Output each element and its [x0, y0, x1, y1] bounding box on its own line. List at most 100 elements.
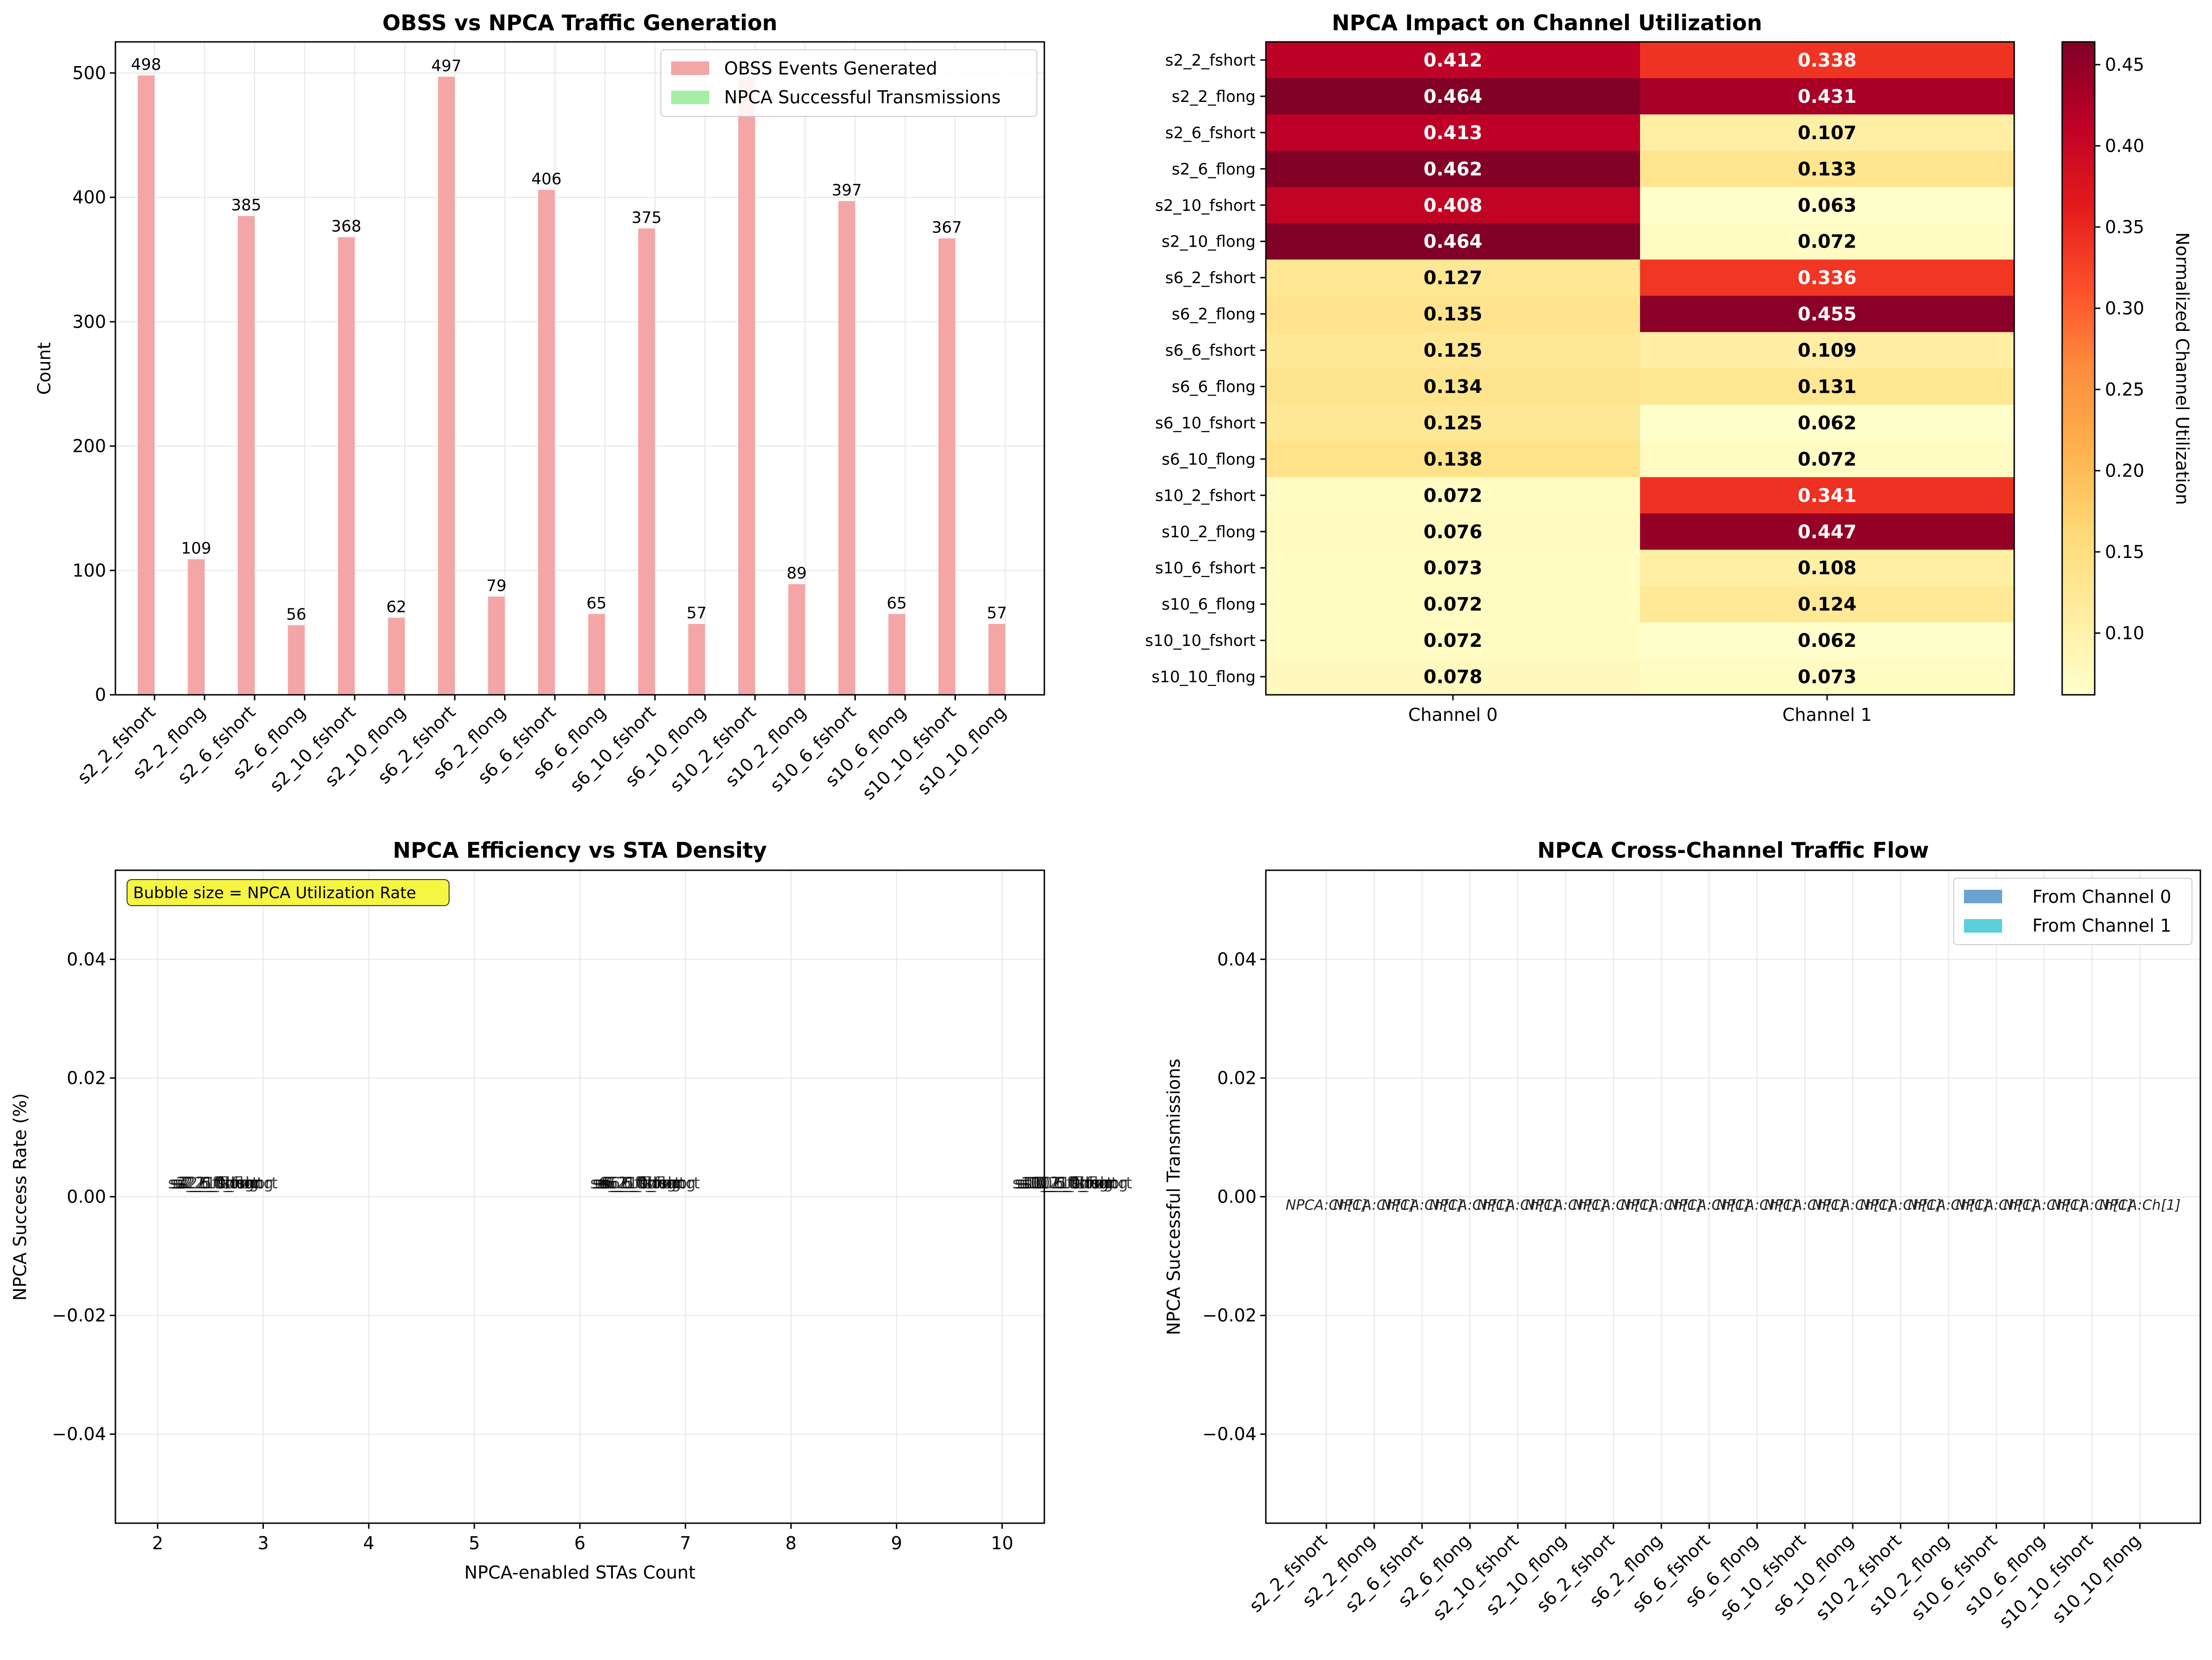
heatmap-cell	[1266, 404, 1641, 441]
bar-annotation: NPCA:Ch[1]	[1285, 1197, 1367, 1214]
heatmap-cell	[1266, 659, 1641, 695]
heatmap-row-label: s2_2_flong	[1172, 87, 1256, 106]
heatmap-cell-value: 0.078	[1424, 666, 1483, 688]
heatmap-cell	[1640, 586, 2015, 623]
panel1-y-ticks: 0 100 200 300 400 500	[72, 63, 115, 705]
panel1-legend-box	[660, 49, 1037, 117]
heatmap-cell-value: 0.135	[1424, 304, 1483, 325]
colorbar-tick-label: 0.45	[2105, 54, 2145, 75]
heatmap-cell	[1640, 114, 2015, 151]
panel3-grid	[115, 870, 1044, 1523]
heatmap-row-label: s10_2_fshort	[1155, 486, 1256, 505]
panel3-y-ticks: 0.04 0.02 0.00 −0.02 −0.04	[52, 949, 115, 1445]
panel3-point-labels: s2_2_fshorts2_2_flongs2_6_fshorts2_6_flo…	[168, 1174, 1132, 1193]
heatmap-cell-value: 0.072	[1798, 231, 1857, 253]
heatmap-row-label: s2_6_fshort	[1165, 124, 1256, 142]
heatmap-cells: 0.412 0.338 0.464 0.431 0.413 0.107 0.462 0.133…	[1266, 42, 2015, 695]
point-label: s6_10_flong	[602, 1174, 696, 1193]
panel4-y-tick-label: 0.00	[1217, 1187, 1257, 1207]
panel1-y-axis-label: Count	[34, 343, 54, 395]
point-label: s2_6_fshort	[173, 1174, 263, 1193]
point-label: s10_6_fshort	[1017, 1174, 1117, 1193]
heatmap-cell	[1640, 187, 2015, 224]
obss-bar	[438, 76, 455, 695]
colorbar-tick-label: 0.25	[2105, 379, 2145, 400]
heatmap-row-label: s10_10_fshort	[1145, 632, 1256, 650]
point-label: s10_6_flong	[1019, 1174, 1113, 1193]
heatmap-cell-value: 0.336	[1798, 268, 1857, 289]
heatmap-cell-value: 0.131	[1798, 376, 1857, 397]
heatmap-cell	[1640, 622, 2015, 659]
heatmap-cell-value: 0.462	[1424, 159, 1483, 180]
heatmap-cell-value: 0.431	[1798, 86, 1857, 108]
heatmap-cell-value: 0.109	[1798, 340, 1857, 362]
panel4-title: NPCA Cross-Channel Traffic Flow	[1537, 838, 1929, 863]
obss-bar	[938, 238, 955, 695]
colorbar-label: Normalized Channel Utilization	[2172, 232, 2192, 505]
obss-bar	[788, 584, 805, 695]
heatmap-row-label: s10_6_flong	[1162, 595, 1256, 614]
obss-bar	[188, 559, 205, 695]
heatmap-cell-value: 0.125	[1424, 340, 1483, 362]
point-label: s10_10_flong	[1024, 1174, 1128, 1193]
panel1-legend: OBSS Events Generated NPCA Successful Tr…	[660, 49, 1037, 117]
obss-value-label: 367	[932, 218, 962, 237]
heatmap-row-label: s2_10_flong	[1162, 233, 1256, 251]
heatmap-row-label: s6_10_fshort	[1155, 414, 1256, 432]
heatmap-cell-value: 0.464	[1424, 231, 1483, 253]
bar-annotation: NPCA:Ch[1]	[1668, 1197, 1750, 1214]
heatmap-row-label: s10_10_flong	[1151, 668, 1256, 686]
obss-value-label: 57	[987, 604, 1007, 623]
heatmap-row-label: s6_6_fshort	[1165, 342, 1256, 360]
obss-value-label: 406	[531, 170, 562, 188]
heatmap-cell-value: 0.338	[1798, 50, 1857, 71]
heatmap-cell	[1266, 259, 1641, 296]
bar-annotation: NPCA:Ch[1]	[1812, 1197, 1893, 1214]
annotation-box	[127, 879, 450, 906]
heatmap-cell-value: 0.138	[1424, 449, 1483, 470]
panel4-y-tick-label: −0.04	[1203, 1424, 1257, 1445]
heatmap-cell	[1266, 586, 1641, 623]
panel3-y-tick-label: 0.00	[67, 1187, 106, 1207]
obss-bar	[388, 618, 405, 695]
heatmap-column-labels: Channel 0 Channel 1	[1408, 695, 1872, 725]
bar-annotation: NPCA:Ch[1]	[1429, 1197, 1511, 1214]
heatmap-cell-value: 0.076	[1424, 521, 1483, 543]
heatmap-cell	[1266, 223, 1641, 260]
heatmap-row-label: s6_10_flong	[1162, 450, 1256, 469]
panel3-y-tick-label: −0.04	[52, 1424, 106, 1445]
panel3-x-ticks: 2 3 4 5 6 7 8 9 10	[152, 1523, 1013, 1553]
heatmap-cell-value: 0.413	[1424, 122, 1483, 144]
colorbar-tick-label: 0.10	[2105, 623, 2145, 643]
panel1-value-labels: 498 109 385 56 368 62 497 79 406 65 375 57 89 397 65 36…	[131, 55, 1007, 624]
panel3-y-tick-label: 0.04	[67, 949, 106, 969]
bar-annotation: NPCA:Ch[1]	[1764, 1197, 1846, 1214]
obss-value-label: 368	[331, 217, 362, 236]
heatmap-cell-value: 0.408	[1424, 195, 1483, 216]
obss-value-label: 65	[887, 594, 907, 612]
panel1-bars	[138, 75, 1005, 695]
heatmap-row-label: s10_6_fshort	[1155, 559, 1256, 578]
colorbar-ticks: 0.10 0.15 0.20 0.25 0.30 0.35 0.40 0.45	[2095, 54, 2145, 643]
panel3-x-tick-label: 10	[991, 1533, 1013, 1553]
heatmap-cell	[1266, 477, 1641, 514]
heatmap-row-label: s6_2_flong	[1172, 305, 1256, 324]
point-label: s2_2_flong	[170, 1174, 254, 1193]
panel1-y-tick-label: 200	[72, 436, 106, 457]
panel4-y-tick-label: 0.02	[1217, 1068, 1257, 1088]
point-label: s10_10_fshort	[1022, 1174, 1132, 1193]
panel3-x-tick-label: 6	[574, 1533, 585, 1553]
obss-bar	[238, 216, 255, 695]
colorbar-tick-label: 0.20	[2105, 460, 2145, 481]
panel3-y-tick-label: 0.02	[67, 1068, 106, 1088]
panel4-legend-box	[1953, 878, 2192, 945]
obss-bar	[488, 596, 505, 695]
point-label: s2_6_flong	[175, 1174, 259, 1193]
point-label: s6_10_fshort	[599, 1174, 700, 1193]
heatmap-cell	[1266, 368, 1641, 405]
point-label: s6_6_fshort	[595, 1174, 685, 1193]
heatmap-row-label: s10_2_flong	[1162, 523, 1256, 541]
legend-label-npca: NPCA Successful Transmissions	[724, 87, 1001, 108]
obss-bar	[588, 614, 605, 695]
point-label: s10_2_flong	[1015, 1174, 1109, 1193]
